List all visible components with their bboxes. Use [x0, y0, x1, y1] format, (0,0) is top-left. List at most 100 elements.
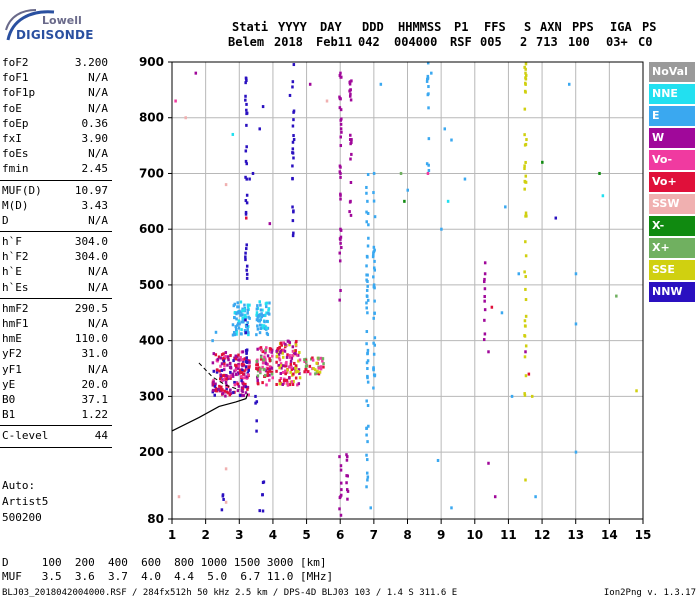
echo-cluster-dot: [294, 341, 298, 345]
echo-point: [517, 272, 521, 276]
file-info-line: BLJ03_2018042004000.RSF / 284fx512h 50 k…: [2, 588, 458, 598]
interference-dot: [425, 162, 429, 166]
interference-dot: [220, 508, 224, 512]
interference-dot: [244, 258, 247, 262]
echo-point: [234, 328, 238, 332]
param-value: N/A: [88, 317, 108, 330]
echo-cluster-dot: [282, 348, 285, 352]
interference-dot: [524, 214, 527, 218]
echo-cluster-dot: [221, 357, 225, 361]
echo-point: [238, 358, 241, 362]
echo-cluster-dot: [255, 333, 258, 337]
echo-cluster-dot: [242, 320, 245, 324]
y-tick-label: 800: [139, 111, 164, 125]
echo-point: [224, 467, 228, 471]
echo-cluster-dot: [255, 318, 259, 322]
echo-cluster-dot: [215, 370, 219, 374]
echo-cluster-dot: [219, 364, 222, 368]
interference-dot: [366, 284, 369, 288]
echo-point: [245, 216, 248, 220]
interference-dot: [339, 108, 343, 112]
echo-point: [450, 506, 453, 510]
interference-dot: [366, 380, 370, 384]
echo-cluster-dot: [261, 350, 265, 354]
interference-dot: [524, 211, 528, 215]
interference-dot: [261, 481, 265, 485]
auto-artist: Artist5: [2, 495, 49, 508]
echo-cluster-dot: [236, 323, 239, 327]
interference-dot: [366, 440, 369, 444]
echo-point: [530, 394, 534, 398]
echo-cluster-dot: [297, 368, 301, 372]
interference-dot: [523, 164, 526, 168]
interference-dot: [366, 279, 369, 283]
echo-cluster-dot: [261, 326, 264, 330]
echo-cluster-dot: [319, 367, 323, 371]
echo-cluster-dot: [223, 389, 227, 393]
echo-point: [601, 194, 605, 198]
echo-point: [406, 188, 409, 192]
interference-dot: [291, 147, 295, 151]
echo-cluster-dot: [233, 311, 237, 315]
echo-cluster-dot: [260, 323, 263, 327]
echo-cluster-dot: [224, 375, 227, 379]
echo-cluster-dot: [258, 369, 262, 373]
interference-dot: [245, 123, 248, 127]
echo-cluster-dot: [258, 313, 262, 317]
echo-cluster-dot: [283, 349, 287, 353]
interference-dot: [372, 352, 376, 356]
interference-dot: [338, 237, 342, 241]
interference-dot: [426, 74, 430, 78]
echo-cluster-dot: [229, 376, 232, 380]
echo-cluster-dot: [267, 307, 271, 311]
echo-cluster-dot: [222, 359, 226, 363]
interference-dot: [245, 276, 249, 280]
param-row: fmin 2.45: [0, 162, 112, 177]
param-label: foEp: [2, 116, 29, 130]
interference-dot: [245, 108, 248, 112]
echo-cluster-dot: [286, 353, 289, 357]
interference-dot: [244, 212, 248, 216]
interference-dot: [365, 294, 369, 298]
echo-cluster-dot: [238, 393, 242, 397]
echo-cluster-dot: [246, 325, 250, 329]
echo-cluster-dot: [212, 380, 215, 384]
echo-cluster-dot: [287, 339, 290, 343]
echo-cluster-dot: [306, 370, 310, 374]
echo-cluster-dot: [248, 303, 251, 307]
x-tick-label: 5: [302, 528, 310, 542]
echo-cluster-dot: [258, 331, 262, 335]
echo-cluster-dot: [237, 362, 240, 366]
echo-cluster-dot: [226, 385, 230, 389]
interference-dot: [244, 81, 247, 85]
echo-cluster-dot: [314, 372, 317, 376]
echo-point: [450, 138, 453, 142]
echo-point: [440, 227, 443, 231]
echo-cluster-dot: [298, 376, 302, 380]
x-tick-label: 2: [201, 528, 209, 542]
echo-cluster-dot: [269, 347, 273, 351]
echo-cluster-dot: [219, 356, 222, 360]
echo-point: [574, 322, 578, 326]
echo-cluster-dot: [237, 305, 240, 309]
echo-cluster-dot: [236, 382, 240, 386]
x-tick-label: 3: [235, 528, 243, 542]
echo-point: [463, 177, 467, 181]
echo-cluster-dot: [246, 308, 249, 312]
interference-dot: [426, 93, 430, 97]
echo-point: [339, 71, 342, 75]
y-tick-label: 900: [139, 55, 164, 69]
echo-cluster-dot: [217, 355, 221, 359]
param-row: foE N/A: [0, 102, 112, 117]
echo-cluster-dot: [266, 362, 269, 366]
echo-cluster-dot: [311, 356, 314, 360]
echo-cluster-dot: [234, 325, 238, 329]
interference-dot: [244, 255, 247, 259]
echo-cluster-dot: [237, 319, 241, 323]
param-label: foE: [2, 101, 22, 115]
echo-cluster-dot: [294, 343, 298, 347]
echo-point: [275, 369, 278, 373]
echo-point: [224, 183, 228, 187]
interference-dot: [523, 167, 526, 171]
echo-cluster-dot: [225, 384, 228, 388]
